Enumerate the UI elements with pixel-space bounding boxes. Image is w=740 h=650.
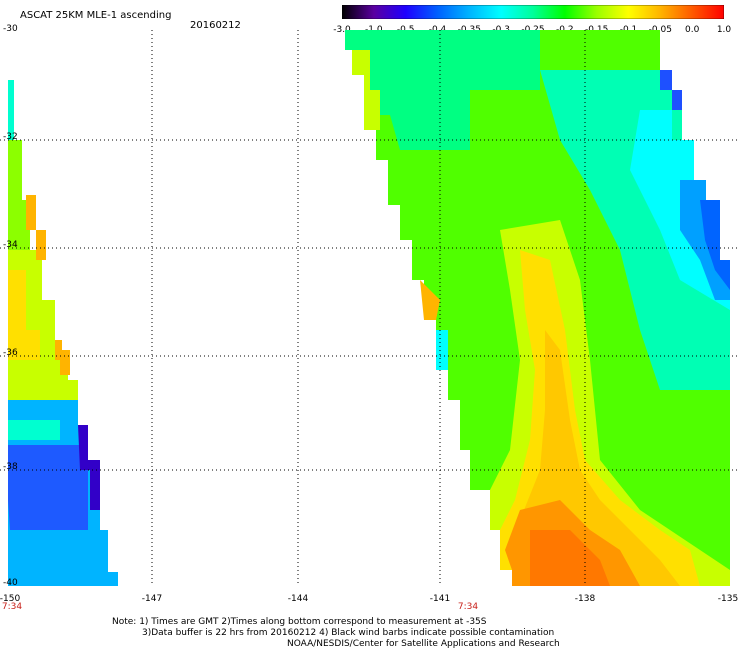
note-line-2: 3)Data buffer is 22 hrs from 20160212 4)… bbox=[142, 628, 555, 638]
plot-date: 20160212 bbox=[190, 20, 241, 31]
lon-label-144: -144 bbox=[287, 594, 309, 604]
note-line-1: Note: 1) Times are GMT 2)Times along bot… bbox=[112, 617, 487, 627]
lon-label-135: -135 bbox=[717, 594, 739, 604]
colorbar bbox=[342, 5, 724, 19]
lat-label-38: -38 bbox=[3, 462, 18, 472]
note-line-3: NOAA/NESDIS/Center for Satellite Applica… bbox=[287, 639, 560, 649]
colorbar-tick-label: 0.0 bbox=[684, 25, 700, 35]
left-swath bbox=[8, 80, 118, 586]
lon-label-138: -138 bbox=[574, 594, 596, 604]
lat-label-40: -40 bbox=[3, 578, 18, 588]
swath-time-right: 7:34 bbox=[457, 602, 479, 612]
colorbar-tick-label: 1.0 bbox=[716, 25, 732, 35]
lat-label-36: -36 bbox=[3, 348, 18, 358]
map-plot-area bbox=[0, 30, 740, 586]
lat-label-30: -30 bbox=[3, 24, 18, 34]
colorbar-tick-label: -3.0 bbox=[333, 25, 351, 35]
lat-label-34: -34 bbox=[3, 240, 18, 250]
colorbar-tick-label: -0.05 bbox=[648, 25, 672, 35]
lon-label-147: -147 bbox=[141, 594, 163, 604]
footnotes: Note: 1) Times are GMT 2)Times along bot… bbox=[112, 617, 560, 650]
swath-time-left: 7:34 bbox=[1, 602, 23, 612]
right-swath bbox=[345, 30, 730, 586]
lon-label-150: -150 bbox=[0, 594, 21, 604]
lon-label-141: -141 bbox=[429, 594, 451, 604]
map-grid bbox=[0, 30, 740, 586]
plot-title: ASCAT 25KM MLE-1 ascending bbox=[20, 10, 172, 21]
lat-label-32: -32 bbox=[3, 132, 18, 142]
